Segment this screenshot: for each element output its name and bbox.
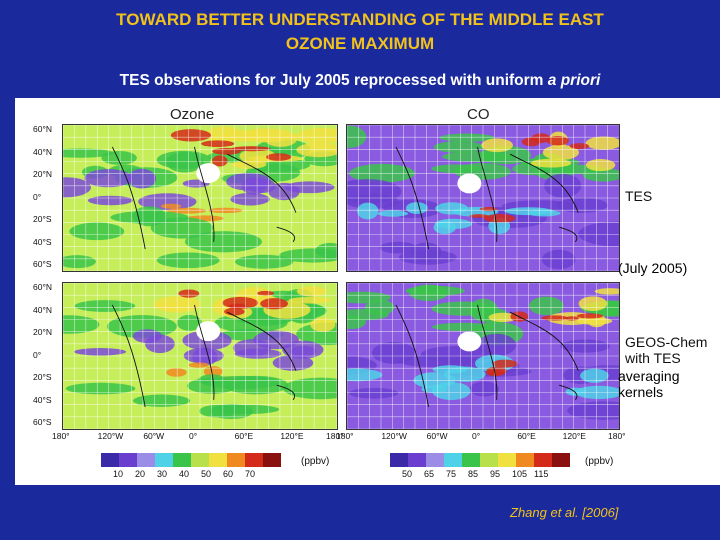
lon-tick: 180°: [336, 431, 354, 441]
colorbar-tick: 10: [113, 469, 124, 479]
colorbar-tick: 115: [534, 469, 549, 479]
colorbar-swatch: [191, 453, 209, 467]
averaging-kernels-label: averaging kernels: [618, 368, 680, 400]
geos-label-line-2: with TES: [625, 350, 681, 366]
colorbar-swatch: [516, 453, 534, 467]
lat-tick: 60°N: [33, 282, 52, 292]
lat-tick: 20°S: [33, 372, 52, 382]
lon-tick: 120°W: [97, 431, 124, 441]
colorbar-swatch: [263, 453, 281, 467]
colorbar-swatch: [480, 453, 498, 467]
lat-tick: 40°S: [33, 394, 52, 405]
slide-subtitle: TES observations for July 2005 reprocess…: [40, 72, 680, 90]
lon-tick: 180°: [326, 431, 344, 441]
colorbar-tick: 105: [512, 469, 528, 479]
colorbar-swatch: [426, 453, 444, 467]
lon-tick: 60°E: [234, 431, 254, 441]
lat-tick: 40°N: [33, 146, 52, 157]
lon-tick: 60°W: [143, 431, 165, 441]
colorbar-tick: 50: [402, 469, 413, 479]
map-co-geos-field: [347, 283, 619, 429]
colorbar-tick: 85: [468, 469, 479, 479]
avg-label-line-2: kernels: [618, 384, 664, 400]
geos-label: GEOS-Chem with TES: [625, 334, 707, 366]
lat-tick: 0°: [33, 191, 42, 202]
lat-tick: 20°N: [33, 169, 52, 179]
colorbar-swatch: [408, 453, 426, 467]
colorbar-tick: 20: [135, 469, 146, 479]
tes-label: TES: [625, 188, 653, 204]
title-line-1: TOWARD BETTER UNDERSTANDING OF THE MIDDL…: [116, 10, 604, 29]
colorbar-swatch: [552, 453, 570, 467]
lon-tick: 60°E: [517, 431, 536, 441]
colorbar-swatch: [227, 453, 245, 467]
colorbar-swatch: [137, 453, 155, 467]
co-colorbar: [390, 453, 570, 467]
co-unit: (ppbv): [585, 456, 614, 467]
co-tes-map: [346, 124, 620, 272]
citation: Zhang et al. [2006]: [510, 505, 619, 520]
lat-tick: 40°N: [33, 304, 52, 315]
lon-tick: 120°E: [562, 431, 586, 441]
lat-tick: 60°N: [33, 124, 52, 134]
map-co-tes-field: [347, 125, 619, 271]
colorbar-tick: 95: [490, 469, 501, 479]
colorbar-swatch: [173, 453, 191, 467]
lat-tick: 0°: [33, 349, 42, 360]
map-o3-geos-field: [63, 283, 337, 429]
lon-tick: 0°: [472, 431, 481, 441]
lat-tick: 40°S: [33, 236, 52, 247]
colorbar-swatch: [462, 453, 480, 467]
colorbar-tick: 60: [223, 469, 234, 479]
colorbar-swatch: [534, 453, 552, 467]
lat-tick: 60°S: [33, 417, 52, 427]
lon-tick: 120°E: [280, 431, 304, 441]
colorbar-swatch: [155, 453, 173, 467]
ozone-geos-map: [62, 282, 338, 430]
colorbar-swatch: [119, 453, 137, 467]
avg-label-line-1: averaging: [618, 368, 680, 384]
july-label: (July 2005): [618, 260, 688, 276]
ozone-unit: (ppbv): [301, 456, 330, 467]
colorbar-swatch: [444, 453, 462, 467]
lat-tick: 60°S: [33, 259, 52, 269]
lon-tick: 180°: [52, 431, 70, 441]
map-o3-tes-field: [63, 125, 337, 271]
colorbar-swatch: [209, 453, 227, 467]
lon-tick: 60°W: [426, 431, 448, 441]
colorbar-tick: 40: [179, 469, 190, 479]
colorbar-tick: 65: [424, 469, 435, 479]
subtitle-italic: a priori: [547, 72, 601, 89]
co-panel-title: CO: [467, 106, 490, 123]
lon-tick: 120°W: [381, 431, 407, 441]
colorbar-tick: 75: [446, 469, 457, 479]
colorbar-swatch: [245, 453, 263, 467]
colorbar-tick: 70: [245, 469, 256, 479]
ozone-colorbar: [101, 453, 281, 467]
lon-tick: 180°: [608, 431, 626, 441]
co-geos-map: [346, 282, 620, 430]
slide-title: TOWARD BETTER UNDERSTANDING OF THE MIDDL…: [40, 8, 680, 56]
colorbar-tick: 50: [201, 469, 212, 479]
colorbar-swatch: [101, 453, 119, 467]
geos-label-line-1: GEOS-Chem: [625, 334, 708, 350]
colorbar-tick: 30: [157, 469, 168, 479]
ozone-panel-title: Ozone: [170, 106, 215, 123]
subtitle-text: TES observations for July 2005 reprocess…: [119, 72, 548, 89]
colorbar-swatch: [498, 453, 516, 467]
ozone-tes-map: [62, 124, 338, 272]
colorbar-swatch: [390, 453, 408, 467]
lon-tick: 0°: [189, 431, 198, 441]
figure-panel: Ozone CO 60°N 40°N 20°N 0° 20°S 40°S 60°S 60°N…: [15, 98, 720, 485]
lat-tick: 20°S: [33, 214, 52, 224]
lat-tick: 20°N: [33, 327, 52, 337]
title-line-2: OZONE MAXIMUM: [285, 34, 435, 53]
